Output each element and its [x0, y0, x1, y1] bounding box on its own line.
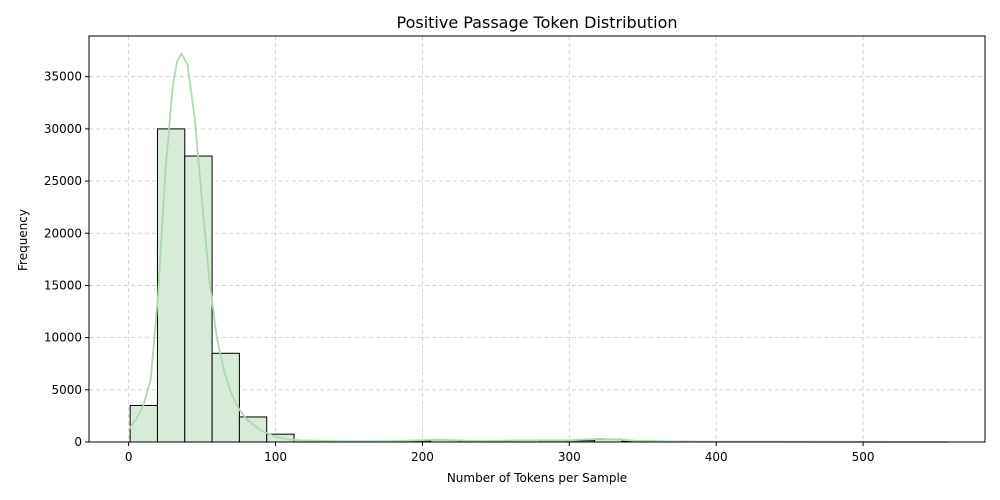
x-tick-label: 200: [411, 450, 434, 464]
chart-title: Positive Passage Token Distribution: [396, 13, 677, 32]
histogram-bars: [129, 128, 951, 443]
x-tick-label: 100: [264, 450, 287, 464]
y-tick-label: 10000: [44, 331, 82, 345]
histogram-bar: [156, 128, 186, 443]
histogram-bar: [211, 352, 240, 443]
y-tick-label: 5000: [51, 383, 82, 397]
histogram-bar: [238, 416, 268, 443]
x-axis-label: Number of Tokens per Sample: [447, 471, 627, 485]
kde-curve: [127, 51, 949, 443]
x-tick-label: 300: [558, 450, 581, 464]
y-tick-label: 30000: [44, 122, 82, 136]
y-axis-ticks: 0 5000 10000 15000 20000 25000 30000 35000: [44, 70, 89, 449]
plot-frame: [88, 35, 986, 443]
y-tick-label: 20000: [44, 226, 82, 240]
histogram-bar: [129, 404, 158, 443]
y-tick-label: 0: [74, 435, 82, 449]
histogram-bar: [184, 155, 213, 443]
y-tick-label: 15000: [44, 278, 82, 292]
x-axis-ticks: 0 100 200 300 400 500: [125, 442, 875, 464]
y-tick-label: 35000: [44, 70, 82, 84]
x-tick-label: 400: [705, 450, 728, 464]
x-tick-label: 0: [125, 450, 133, 464]
y-axis-label: Frequency: [16, 209, 30, 271]
y-tick-label: 25000: [44, 174, 82, 188]
x-tick-label: 500: [852, 450, 875, 464]
